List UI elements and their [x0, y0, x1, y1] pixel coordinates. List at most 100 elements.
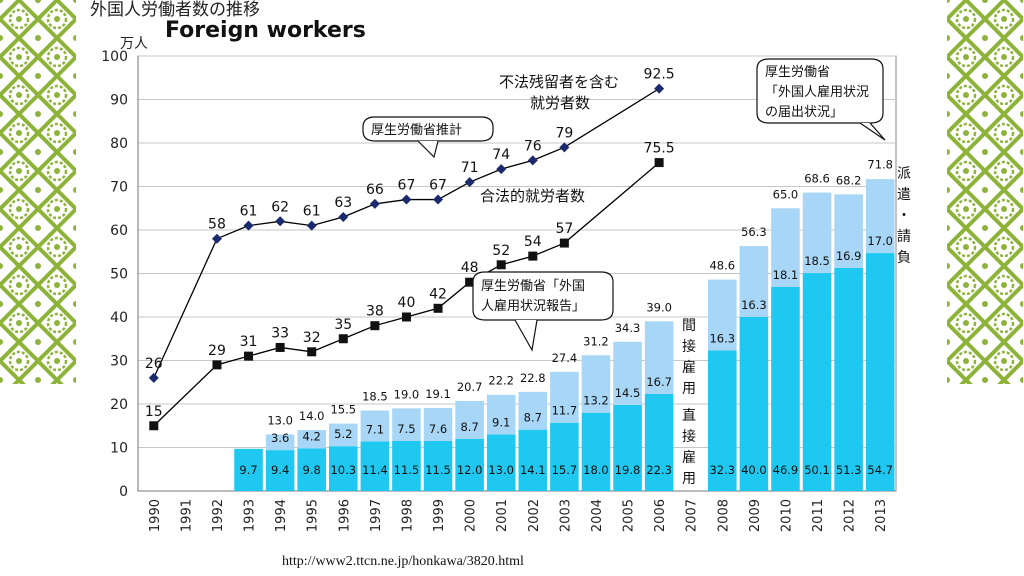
x-tick-label: 2002 — [527, 499, 542, 532]
x-tick-label: 1991 — [179, 499, 194, 532]
y-tick-label: 60 — [110, 223, 128, 239]
callout-report-box — [472, 271, 614, 321]
label-indirect-vertical: 用 — [682, 381, 696, 397]
bar-indirect-label: 16.3 — [709, 331, 735, 345]
callout-notify-pointer — [859, 122, 886, 141]
bar-indirect — [739, 246, 769, 317]
bar-total-label: 68.6 — [804, 172, 830, 186]
series-point-label: 63 — [334, 195, 352, 211]
bar-direct — [550, 422, 579, 491]
bar-direct-label: 9.7 — [239, 463, 257, 477]
bar-indirect-label: 16.7 — [646, 375, 672, 389]
bar-indirect-label: 16.3 — [741, 298, 767, 312]
series-point-label: 26 — [145, 356, 163, 372]
label-direct-vertical: 接 — [682, 428, 696, 445]
x-tick-label: 1999 — [432, 499, 447, 532]
series-point-diamond — [654, 83, 665, 94]
bar-direct — [234, 448, 263, 491]
series-point-diamond — [559, 142, 570, 153]
bar-indirect-label: 11.7 — [552, 404, 578, 418]
bar-direct — [581, 412, 611, 491]
series-point-label: 57 — [555, 221, 573, 237]
bar-direct — [771, 286, 800, 491]
bar-direct — [360, 441, 390, 491]
chart-title-jp: 外国人労働者数の推移 — [90, 0, 260, 20]
series-point-square — [496, 260, 506, 270]
bar-indirect-label: 3.6 — [271, 431, 289, 445]
x-tick-label: 2003 — [558, 499, 573, 532]
source-url: http://www2.ttcn.ne.jp/honkawa/3820.html — [282, 554, 524, 569]
series-point-square — [433, 303, 443, 313]
bar-indirect — [581, 355, 611, 413]
bar-direct-label: 9.4 — [271, 463, 289, 477]
series-point-square — [528, 251, 538, 261]
bar-direct-label: 50.1 — [804, 463, 830, 477]
series-point-square — [465, 277, 475, 287]
bar-indirect-label: 17.0 — [867, 234, 893, 248]
bar-indirect — [802, 192, 832, 274]
bar-direct-label: 54.7 — [867, 463, 893, 477]
x-tick-label: 2007 — [685, 499, 700, 532]
right-pattern-panel — [947, 0, 1023, 384]
bar-indirect-label: 8.7 — [460, 420, 478, 434]
series-line-illegal — [153, 88, 660, 379]
x-tick-label: 2000 — [464, 499, 479, 532]
bar-indirect-label: 4.2 — [303, 429, 321, 443]
series-point-label: 33 — [271, 325, 289, 341]
bar-total-label: 19.1 — [425, 387, 451, 401]
bar-direct — [739, 317, 769, 491]
series-point-diamond — [338, 211, 349, 222]
callout-report-text: 人雇用状況報告」 — [481, 298, 585, 314]
label-dispatch-vertical: ・ — [897, 208, 911, 224]
bar-indirect — [771, 208, 800, 287]
x-tick-label: 1997 — [369, 499, 384, 532]
bar-total-label: 48.6 — [709, 259, 735, 273]
series-point-diamond — [148, 372, 159, 383]
bar-direct — [297, 448, 326, 491]
bar-indirect-label: 7.5 — [397, 422, 415, 436]
series-point-label: 74 — [492, 147, 510, 163]
bar-total-label: 27.4 — [552, 351, 578, 365]
chart-title-en: Foreign workers — [165, 18, 366, 43]
series-point-label: 61 — [303, 204, 321, 220]
bar-indirect-label: 7.6 — [429, 422, 447, 436]
x-tick-label: 2005 — [622, 499, 637, 532]
callout-notify-box — [756, 58, 884, 124]
bar-direct-label: 11.5 — [394, 463, 420, 477]
series-point-label: 66 — [366, 182, 384, 198]
y-tick-label: 30 — [110, 354, 128, 370]
x-tick-label: 2006 — [653, 499, 668, 532]
bar-direct — [834, 267, 863, 491]
bar-total-label: 65.0 — [773, 187, 799, 201]
x-tick-label: 2004 — [590, 499, 605, 532]
bar-indirect — [265, 434, 295, 451]
bar-indirect — [423, 407, 453, 441]
bar-direct — [486, 434, 516, 491]
bar-indirect-label: 14.5 — [615, 386, 641, 400]
bar-indirect — [550, 371, 579, 423]
bar-direct-label: 22.3 — [646, 463, 672, 477]
series-point-diamond — [306, 220, 317, 231]
series-point-label: 48 — [461, 260, 479, 276]
series-point-label: 76 — [524, 138, 542, 154]
series-point-diamond — [243, 220, 254, 231]
bar-indirect-label: 9.1 — [492, 415, 510, 429]
x-tick-label: 2001 — [495, 499, 510, 532]
x-tick-label: 1994 — [274, 499, 289, 532]
bar-direct — [613, 404, 642, 491]
bar-direct — [865, 253, 895, 491]
bar-direct-label: 15.7 — [552, 463, 578, 477]
x-tick-label: 1996 — [337, 499, 352, 532]
series-point-label: 15 — [145, 404, 163, 420]
bar-indirect-label: 8.7 — [524, 411, 542, 425]
series-point-label: 31 — [240, 334, 258, 350]
bar-direct-label: 12.0 — [457, 463, 483, 477]
bar-direct — [423, 440, 453, 491]
bar-direct — [708, 350, 737, 491]
x-tick-label: 1992 — [211, 499, 226, 532]
x-tick-label: 2013 — [874, 499, 889, 532]
callout-notify-text: 厚生労働省 — [765, 65, 830, 80]
bar-total-label: 22.8 — [520, 371, 546, 385]
series-point-square — [370, 321, 380, 331]
